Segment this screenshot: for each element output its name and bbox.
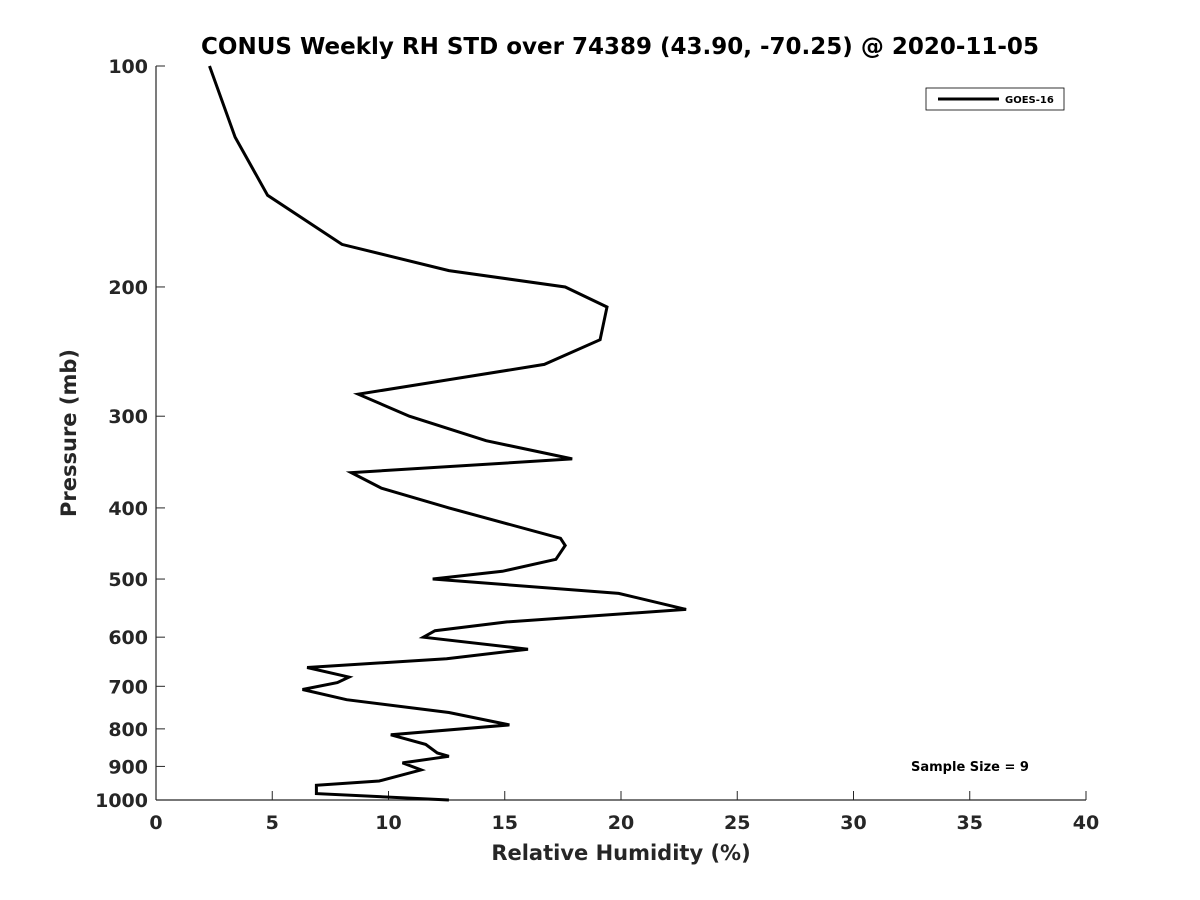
y-tick-label: 1000 (95, 790, 148, 812)
y-tick-label: 400 (108, 498, 148, 520)
x-tick-label: 25 (724, 812, 750, 834)
x-tick-label: 40 (1073, 812, 1099, 834)
axes (155, 66, 1086, 801)
x-ticks: 0 5 10 15 20 25 30 35 40 (149, 791, 1099, 834)
y-ticks: 100 200 300 400 500 600 700 800 900 1000 (95, 56, 165, 812)
x-tick-label: 10 (375, 812, 401, 834)
y-tick-label: 800 (108, 719, 148, 741)
chart-title: CONUS Weekly RH STD over 74389 (43.90, -… (201, 34, 1039, 60)
y-tick-label: 700 (108, 676, 148, 698)
x-tick-label: 5 (266, 812, 279, 834)
x-tick-label: 20 (608, 812, 634, 834)
y-tick-label: 600 (108, 627, 148, 649)
x-tick-label: 30 (840, 812, 866, 834)
y-tick-label: 200 (108, 277, 148, 299)
y-tick-label: 100 (108, 56, 148, 78)
y-tick-label: 900 (108, 756, 148, 778)
x-tick-label: 35 (957, 812, 983, 834)
x-tick-label: 0 (149, 812, 162, 834)
y-tick-label: 300 (108, 406, 148, 428)
x-tick-label: 15 (492, 812, 518, 834)
x-axis-label: Relative Humidity (%) (491, 841, 750, 865)
y-tick-label: 500 (108, 569, 148, 591)
sample-size-annotation: Sample Size = 9 (911, 760, 1029, 775)
legend: GOES-16 (925, 87, 1065, 111)
series-line-goes-16 (208, 65, 687, 802)
y-axis-label: Pressure (mb) (57, 349, 81, 517)
legend-label-goes-16: GOES-16 (1005, 95, 1054, 106)
